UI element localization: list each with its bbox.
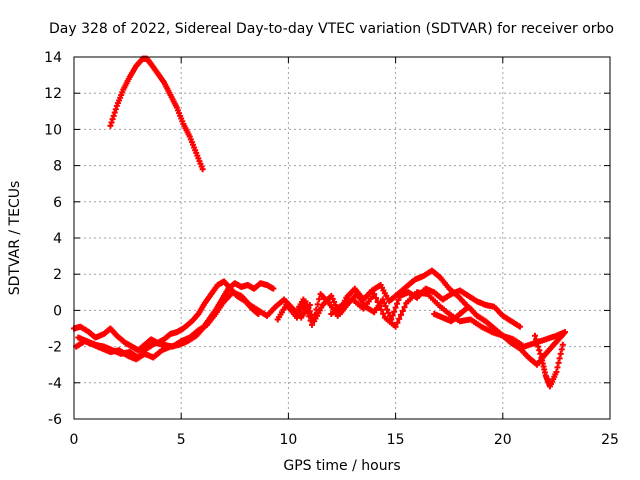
- data-point: [302, 298, 309, 305]
- data-point: [314, 301, 321, 308]
- data-point: [384, 306, 391, 313]
- data-point: [112, 106, 119, 113]
- data-point: [397, 311, 404, 318]
- data-point: [395, 296, 402, 303]
- data-point: [380, 310, 387, 317]
- data-point: [394, 300, 401, 307]
- data-point: [376, 302, 383, 309]
- data-point: [374, 298, 381, 305]
- x-tick-label: 25: [601, 432, 619, 448]
- y-tick-label: 4: [53, 231, 62, 247]
- data-point: [381, 299, 388, 306]
- data-point: [401, 304, 408, 311]
- data-point: [558, 346, 565, 353]
- series-arc-5: [274, 267, 470, 328]
- data-point: [531, 332, 538, 339]
- data-point: [534, 339, 541, 346]
- x-tick-label: 0: [70, 432, 79, 448]
- data-point: [111, 109, 118, 116]
- x-tick-label: 5: [177, 432, 186, 448]
- data-point: [308, 321, 315, 328]
- data-point: [561, 329, 568, 336]
- data-point: [385, 309, 392, 316]
- plot-frame: [73, 56, 611, 420]
- data-point: [554, 364, 561, 371]
- data-point: [305, 304, 312, 311]
- data-point: [306, 308, 313, 315]
- y-tick-label: 10: [44, 122, 62, 138]
- y-tick-label: 8: [53, 159, 62, 175]
- data-point: [372, 295, 379, 302]
- data-point: [559, 341, 566, 348]
- data-point: [553, 368, 560, 375]
- data-point: [399, 308, 406, 315]
- y-tick-label: 14: [44, 50, 62, 66]
- data-point: [535, 343, 542, 350]
- data-point: [107, 122, 114, 129]
- data-points: [71, 55, 568, 390]
- data-point: [382, 303, 389, 310]
- x-axis-label: GPS time / hours: [283, 458, 400, 474]
- data-point: [378, 306, 385, 313]
- x-tick-label: 10: [279, 432, 297, 448]
- data-point: [329, 295, 336, 302]
- y-tick-label: -4: [48, 376, 62, 392]
- data-point: [389, 312, 396, 319]
- data-point: [303, 301, 310, 308]
- data-point: [557, 350, 564, 357]
- data-point: [391, 308, 398, 315]
- data-point: [109, 116, 116, 123]
- data-point: [555, 359, 562, 366]
- x-tick-label: 15: [387, 432, 405, 448]
- data-point: [108, 119, 115, 126]
- data-point: [332, 301, 339, 308]
- data-point: [199, 166, 206, 173]
- y-tick-label: -6: [48, 412, 62, 428]
- data-point: [394, 319, 401, 326]
- data-point: [371, 291, 378, 298]
- chart-title: Day 328 of 2022, Sidereal Day-to-day VTE…: [49, 21, 614, 37]
- x-tick-label: 20: [494, 432, 512, 448]
- data-point: [328, 292, 335, 299]
- data-point: [396, 315, 403, 322]
- series-arc-8: [431, 303, 568, 368]
- data-point: [308, 311, 315, 318]
- series-arc-9: [531, 332, 566, 390]
- data-point: [533, 336, 540, 343]
- data-point: [392, 323, 399, 330]
- data-point: [392, 304, 399, 311]
- y-tick-label: -2: [48, 340, 62, 356]
- y-axis-label: SDTVAR / TECUs: [7, 181, 23, 296]
- data-point: [516, 323, 523, 330]
- y-tick-label: 6: [53, 195, 62, 211]
- data-point: [556, 355, 563, 362]
- data-point: [270, 285, 277, 292]
- y-tick-label: 2: [53, 267, 62, 283]
- y-tick-label: 0: [53, 303, 62, 319]
- data-point: [331, 298, 338, 305]
- data-point: [379, 296, 386, 303]
- y-tick-label: 12: [44, 86, 62, 102]
- data-point: [110, 112, 117, 119]
- data-point: [537, 350, 544, 357]
- data-point: [536, 347, 543, 354]
- data-point: [316, 296, 323, 303]
